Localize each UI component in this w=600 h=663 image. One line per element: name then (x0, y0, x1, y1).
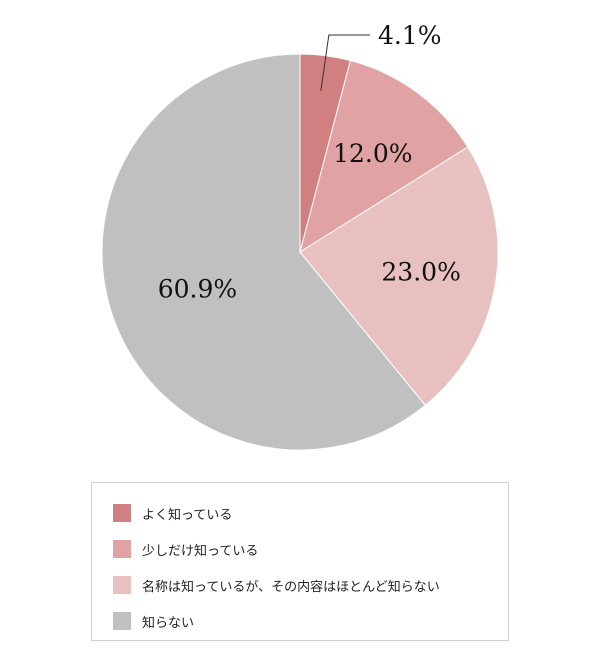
legend-item-well-known: よく知っている (113, 504, 233, 523)
slice-value-label: 60.9% (158, 274, 237, 303)
slice-value-label: 4.1% (378, 21, 442, 50)
legend-swatch (113, 540, 131, 558)
legend-swatch (113, 504, 131, 522)
legend-label: 名称は知っているが、その内容はほとんど知らない (142, 579, 440, 595)
slice-value-label: 12.0% (333, 139, 412, 168)
pie-chart: 4.1% 12.0% 23.0% 60.9% (101, 21, 499, 451)
legend-item-name-only: 名称は知っているが、その内容はほとんど知らない (113, 576, 440, 595)
legend-label: 知らない (142, 615, 195, 631)
pie-slice (299, 59, 469, 254)
legend-item-somewhat-known: 少しだけ知っている (113, 540, 259, 559)
leader-line (320, 34, 370, 92)
legend-label: 少しだけ知っている (142, 543, 259, 559)
legend-swatch (113, 612, 131, 630)
slice-value-label: 23.0% (381, 258, 460, 287)
pie-slice (101, 53, 426, 451)
legend-swatch (113, 576, 131, 594)
legend: よく知っている 少しだけ知っている 名称は知っているが、その内容はほとんど知らな… (91, 482, 509, 641)
legend-label: よく知っている (142, 507, 233, 523)
legend-item-unknown: 知らない (113, 612, 195, 631)
pie-slice (299, 146, 499, 407)
